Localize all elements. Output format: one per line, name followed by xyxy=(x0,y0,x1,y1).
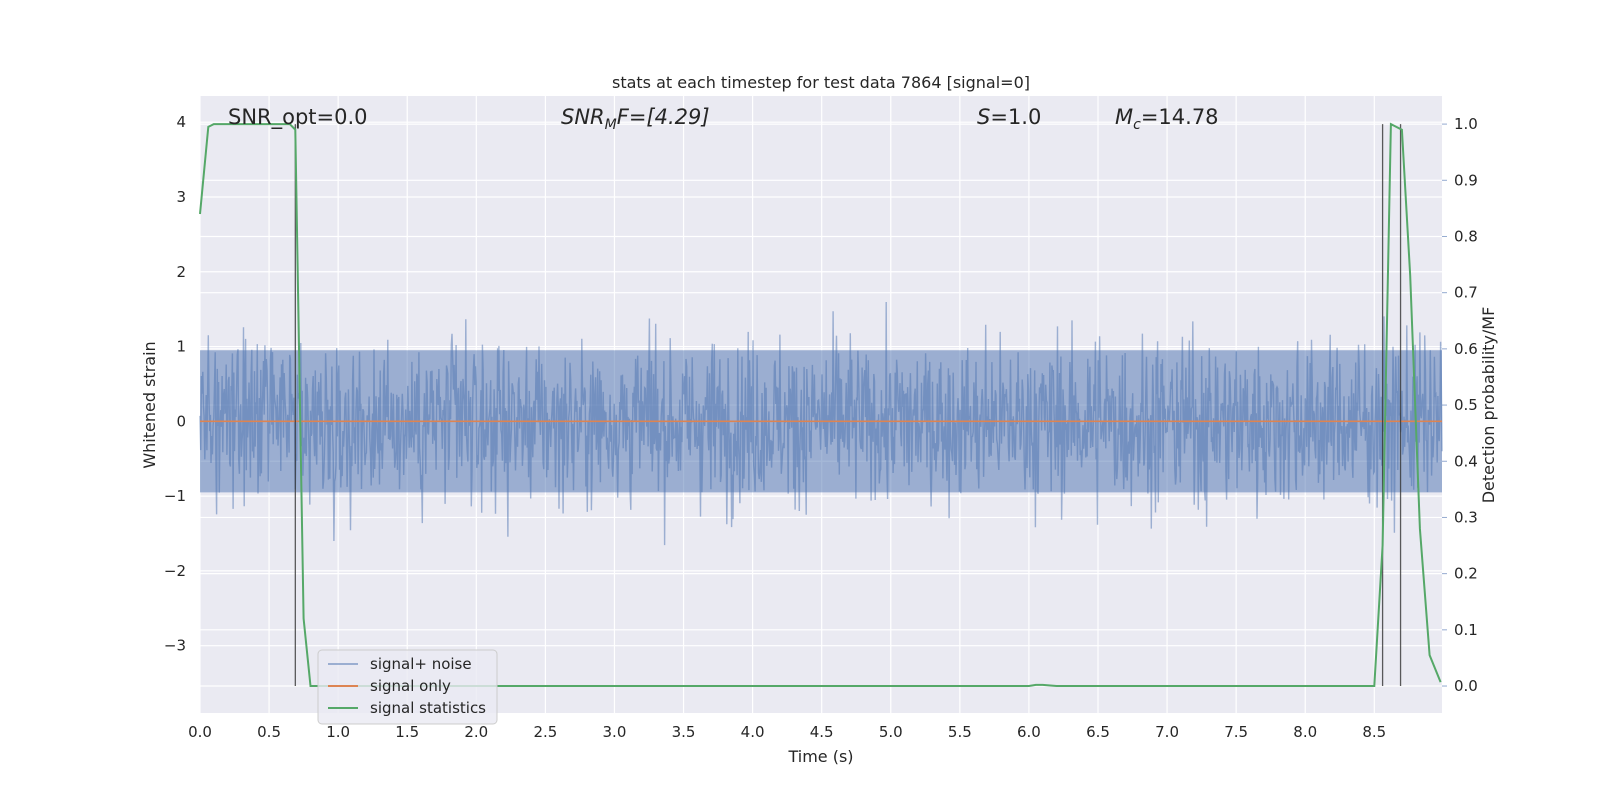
signal-statistics-line xyxy=(199,122,1442,687)
y-right-tick-label: 0.8 xyxy=(1454,227,1478,245)
noise-line xyxy=(199,301,1443,546)
x-tick-label: 3.0 xyxy=(603,723,627,741)
s-annotation: S=1.0 xyxy=(977,105,1041,129)
x-axis-label: Time (s) xyxy=(787,747,853,766)
snr-mf-rest: F=[4.29] xyxy=(617,105,710,129)
y-right-axis-label: Detection probability/MF xyxy=(1479,307,1498,504)
y-right-tick-label: 0.7 xyxy=(1454,284,1478,302)
y-axis-ticks: 4 3 2 1 0 −1 −2 −3 xyxy=(164,113,186,655)
y-right-tick-label: 0.1 xyxy=(1454,621,1478,639)
x-tick-label: 6.0 xyxy=(1017,723,1041,741)
x-tick-label: 5.5 xyxy=(948,723,972,741)
y-tick-label: 1 xyxy=(176,338,186,356)
legend-box xyxy=(317,649,498,725)
y-tick-label: 4 xyxy=(176,113,186,131)
x-tick-label: 0.5 xyxy=(257,723,281,741)
x-axis-ticks: 0.0 0.5 1.0 1.5 2.0 2.5 3.0 3.5 4.0 4.5 5.0 5.5 6.0 6… xyxy=(188,723,1386,741)
x-tick-label: 4.5 xyxy=(810,723,834,741)
x-tick-label: 7.0 xyxy=(1155,723,1179,741)
x-tick-label: 8.0 xyxy=(1293,723,1317,741)
x-tick-label: 2.0 xyxy=(464,723,488,741)
y-tick-label: −1 xyxy=(164,487,186,505)
y-tick-label: 3 xyxy=(176,188,186,206)
legend-label-signal-noise: signal+ noise xyxy=(370,655,472,673)
y-right-tick-label: 0.2 xyxy=(1454,565,1478,583)
x-tick-label: 4.0 xyxy=(741,723,765,741)
s-rest: =1.0 xyxy=(990,105,1041,129)
mc-sub: c xyxy=(1133,117,1141,133)
snr-opt-annotation: SNR_opt=0.0 xyxy=(228,105,368,130)
s-var: S xyxy=(977,105,990,129)
y-right-tick-label: 0.3 xyxy=(1454,508,1478,526)
y-axis-label: Whitened strain xyxy=(140,341,159,468)
legend-label-signal-statistics: signal statistics xyxy=(370,699,486,717)
y-right-tick-label: 1.0 xyxy=(1454,115,1478,133)
x-tick-label: 6.5 xyxy=(1086,723,1110,741)
mc-rest: =14.78 xyxy=(1141,105,1219,129)
signal-statistics-series xyxy=(199,122,1442,687)
y-right-tick-label: 0.5 xyxy=(1454,396,1478,414)
snr-mf-annotation: SNRMF=[4.29] xyxy=(561,105,710,133)
y-tick-label: 0 xyxy=(176,412,186,430)
snr-mf-sub: M xyxy=(605,117,617,133)
chart-title: stats at each timestep for test data 786… xyxy=(612,73,1030,92)
y-right-tick-label: 0.0 xyxy=(1454,677,1478,695)
x-tick-label: 3.5 xyxy=(672,723,696,741)
y-tick-label: −2 xyxy=(164,562,186,580)
y-tick-label: −3 xyxy=(164,637,186,655)
y-right-tick-label: 0.9 xyxy=(1454,171,1478,189)
legend: signal+ noise signal only signal statist… xyxy=(317,649,498,725)
y-right-tick-label: 0.4 xyxy=(1454,452,1478,470)
x-tick-label: 1.5 xyxy=(395,723,419,741)
x-tick-label: 2.5 xyxy=(533,723,557,741)
y-tick-label: 2 xyxy=(176,263,186,281)
x-tick-label: 0.0 xyxy=(188,723,212,741)
y-right-axis-ticks: 1.0 0.9 0.8 0.7 0.6 0.5 0.4 0.3 0.2 0.1 0.0 xyxy=(1442,115,1478,695)
x-tick-label: 1.0 xyxy=(326,723,350,741)
x-tick-label: 5.0 xyxy=(879,723,903,741)
mc-annotation: Mc=14.78 xyxy=(1115,105,1219,133)
x-tick-label: 8.5 xyxy=(1362,723,1386,741)
legend-label-signal-only: signal only xyxy=(370,677,451,695)
vertical-markers xyxy=(294,124,1402,687)
y-right-tick-label: 0.6 xyxy=(1454,340,1478,358)
x-tick-label: 7.5 xyxy=(1224,723,1248,741)
mc-var: M xyxy=(1115,105,1133,129)
snr-mf-main: SNR xyxy=(561,105,605,129)
